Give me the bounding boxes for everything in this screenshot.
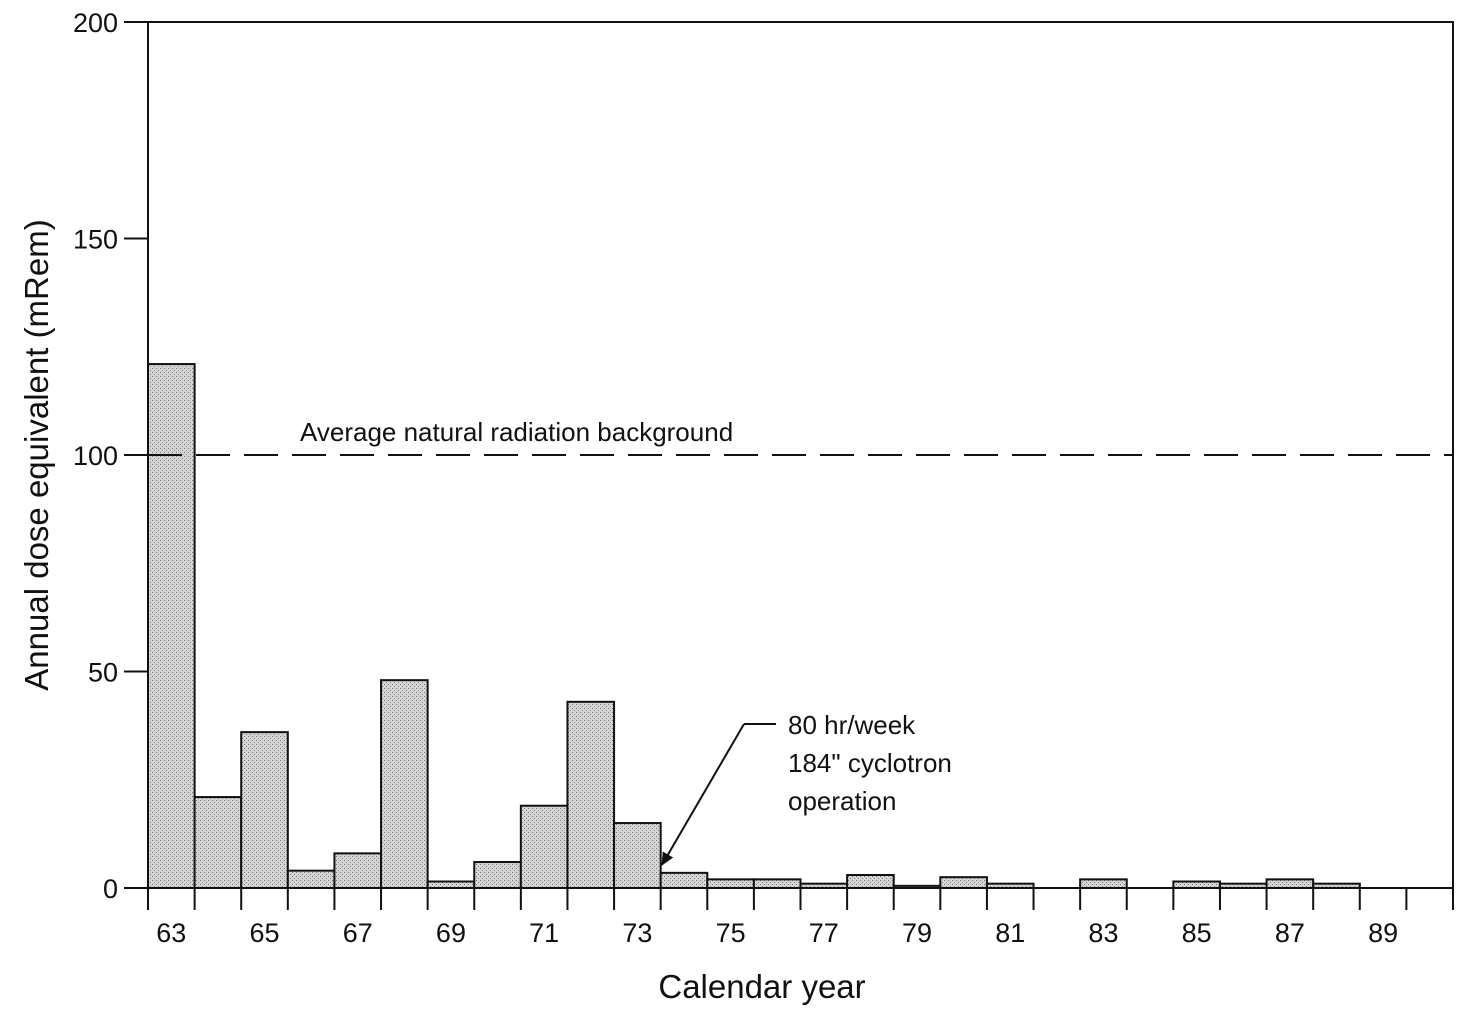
x-axis-title: Calendar year [658,968,865,1005]
bar-65 [240,731,289,889]
bar-83 [1079,878,1128,890]
bar-group [147,363,1361,890]
x-tick-label-75: 75 [716,918,746,948]
bar-71 [519,804,569,889]
annotation-line-1: 80 hr/week [788,710,916,740]
x-tick-label-87: 87 [1275,918,1305,948]
bar-64 [193,796,243,890]
x-tick-label-85: 85 [1182,918,1212,948]
bar-76 [752,878,802,890]
bar-73 [613,822,662,889]
annotation-line-2: 184" cyclotron [788,748,952,778]
reference-line-group: Average natural radiation background [148,417,1453,456]
reference-line-label: Average natural radiation background [300,417,733,447]
bar-78 [846,874,895,890]
x-tick-label-69: 69 [436,918,466,948]
annotation-group: 80 hr/week 184" cyclotron operation [661,710,952,866]
x-tick-label-67: 67 [343,918,373,948]
axes-group: 0 50 100 150 200 63 65 67 69 71 73 75 77 79 81 83 85 87 89 [73,8,1454,948]
y-tick-label-150: 150 [73,225,118,255]
bar-63 [147,363,196,889]
bar-80 [939,876,988,889]
x-tick-label-65: 65 [249,918,279,948]
x-tick-label-71: 71 [529,918,559,948]
x-tick-label-79: 79 [902,918,932,948]
x-tick-label-81: 81 [995,918,1025,948]
y-tick-label-100: 100 [73,441,118,471]
y-tick-label-200: 200 [73,8,118,38]
x-tick-label-63: 63 [156,918,186,948]
x-tick-label-83: 83 [1088,918,1118,948]
bar-74 [659,871,709,889]
bar-67 [333,852,383,889]
annotation-arrow [661,723,745,866]
bar-75 [706,878,755,890]
y-tick-label-0: 0 [103,874,118,904]
x-tick-label-77: 77 [809,918,839,948]
annotation-line-3: operation [788,786,896,816]
x-tick-label-89: 89 [1368,918,1398,948]
bar-70 [473,861,522,890]
y-axis-title: Annual dose equivalent (mRem) [18,219,55,690]
bar-72 [566,700,616,889]
bar-68 [380,679,429,889]
bar-66 [286,869,336,889]
y-tick-label-50: 50 [88,658,118,688]
x-tick-label-73: 73 [622,918,652,948]
bar-87 [1265,878,1315,890]
